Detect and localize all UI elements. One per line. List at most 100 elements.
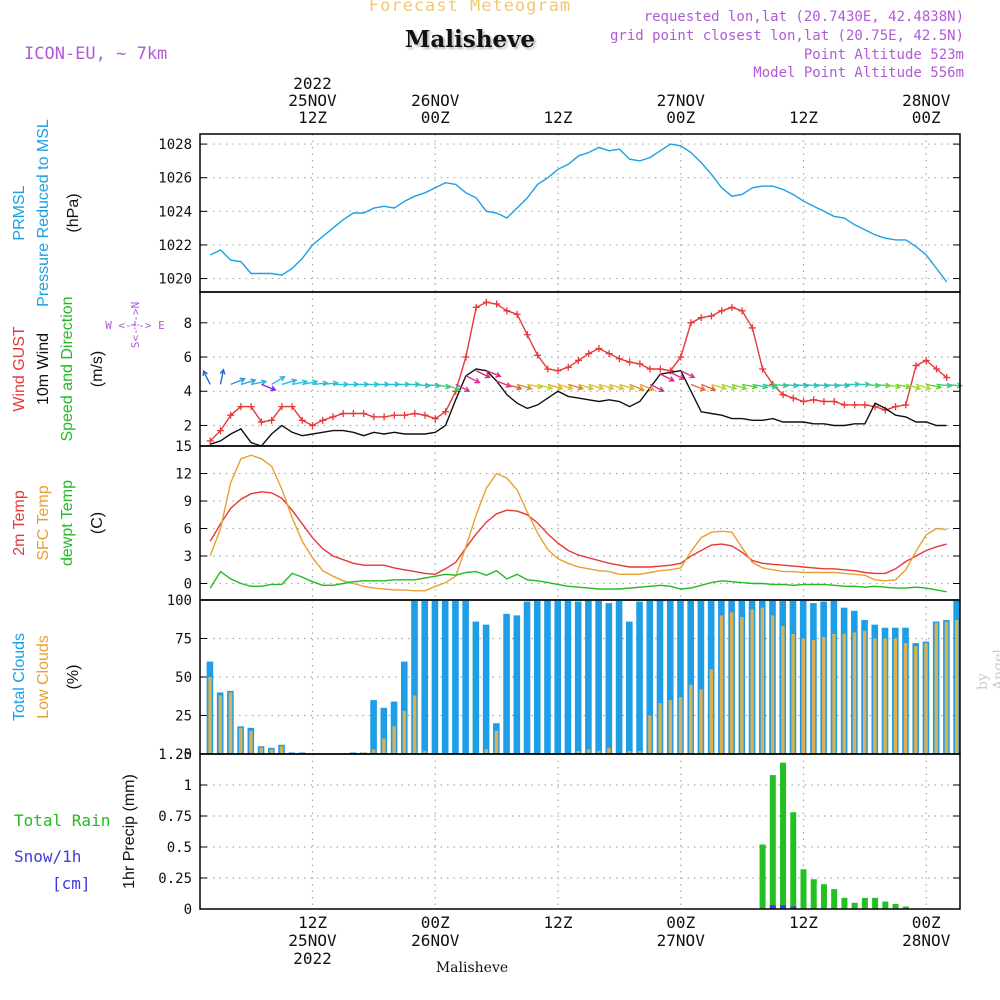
y-tick-label: 0 (184, 577, 192, 593)
bar-total (349, 752, 357, 754)
y-tick-label: 0 (184, 747, 192, 763)
gust-marker (534, 351, 542, 359)
time-label-top: 00Z (666, 108, 695, 127)
wind-arrow (496, 380, 512, 388)
wind-arrow (219, 368, 226, 385)
bar-low (781, 626, 785, 754)
bar-total (421, 600, 429, 754)
gust-marker (237, 403, 245, 411)
axis-title-line: Wind GUST (11, 326, 28, 412)
bar-low (678, 697, 683, 754)
y-tick-label: 1020 (158, 272, 192, 288)
bar-low (576, 750, 580, 754)
series-line (209, 143, 948, 283)
gust-marker (707, 312, 715, 320)
gust-marker (247, 403, 255, 411)
bar-low (699, 689, 703, 754)
bar-total (452, 600, 459, 754)
bar-total (544, 600, 551, 754)
bar-total (646, 600, 654, 754)
y-tick-label: 2 (184, 418, 192, 434)
bar-low (934, 623, 938, 754)
gust-marker (789, 394, 797, 402)
gust-marker (892, 403, 900, 411)
y-tick-label: 1.25 (158, 747, 192, 763)
bar-total (482, 624, 490, 754)
time-label-bottom: 00Z (912, 913, 941, 932)
bar-total-rain (841, 897, 848, 909)
y-tick-label: 0.5 (167, 840, 192, 856)
bar-low (719, 615, 724, 754)
wind-arrow (537, 383, 554, 391)
wind-arrow (700, 383, 717, 392)
axis-title-line: dewpt Temp (59, 480, 76, 566)
bar-total (431, 600, 439, 754)
bar-total (411, 600, 418, 754)
time-label-bottom: 00Z (421, 913, 450, 932)
y-tick-label: 1 (184, 778, 192, 794)
series-line (209, 491, 947, 576)
time-label-top: 00Z (421, 108, 450, 127)
gust-marker (748, 324, 756, 332)
bar-total-rain (892, 904, 899, 909)
panel-precip: 0 0.25 0.5 0.75 1 1.25 Total Rain Snow/1h [cm] 1h… (14, 747, 961, 918)
gust-marker (922, 356, 930, 364)
compass-ns: S<-!->N (129, 302, 142, 348)
gust-marker (513, 310, 521, 318)
bar-low (484, 749, 488, 754)
y-tick-label: 8 (184, 316, 192, 332)
model-point-altitude: Model Point Altitude 556m (753, 65, 964, 81)
bar-total (513, 615, 521, 754)
series-line (209, 569, 947, 593)
wind-arrow (731, 383, 748, 391)
bar-total (626, 621, 633, 754)
bar-total (636, 601, 643, 754)
bar-low (709, 669, 713, 754)
gust-marker (810, 396, 818, 404)
bar-total-rain (831, 889, 838, 909)
bar-total (564, 600, 572, 754)
gust-marker (851, 401, 859, 409)
y-tick-label: 6 (184, 350, 192, 366)
wind-arrow (475, 370, 491, 379)
bar-low (801, 638, 805, 754)
wind-arrow (619, 383, 636, 391)
time-label-bottom: 12Z (789, 913, 818, 932)
wind-compass: S<-!->NW <-!-> E (105, 302, 165, 348)
gust-marker (677, 353, 685, 361)
bar-total-rain (810, 879, 817, 909)
bar-total (298, 752, 306, 754)
time-label-top: 12Z (298, 108, 327, 127)
bar-low (586, 749, 591, 754)
gust-marker (585, 350, 593, 358)
panel-clouds: 0 25 50 75 100 Total Clouds Low Clouds (%) (11, 593, 961, 763)
wind-arrow (905, 383, 922, 391)
axis-unit: (C) (89, 512, 106, 534)
y-tick-label: 1026 (158, 171, 192, 187)
wind-arrow (455, 383, 471, 392)
gust-marker (605, 350, 613, 358)
gust-marker (595, 344, 603, 352)
gust-marker (411, 409, 419, 417)
y-tick-label: 6 (184, 522, 192, 538)
y-tick-label: 4 (184, 384, 192, 400)
gust-marker (309, 421, 317, 429)
axis-unit: (hPa) (65, 193, 82, 232)
bar-total-rain (769, 775, 776, 909)
gust-marker (493, 300, 501, 308)
gust-marker (932, 365, 940, 373)
time-label-bottom: 25NOV (288, 931, 337, 950)
y-tick-label: 25 (175, 709, 192, 725)
bar-snow (790, 906, 797, 909)
gust-marker (329, 413, 337, 421)
bar-low (883, 638, 887, 754)
gust-marker (401, 411, 409, 419)
bar-low (689, 684, 693, 754)
series-line (209, 368, 947, 447)
axis-unit: (m/s) (89, 351, 106, 387)
gust-marker (441, 408, 449, 416)
time-label-bottom: 26NOV (411, 931, 460, 950)
time-label-top: 28NOV (902, 91, 951, 110)
bar-low (597, 750, 601, 754)
